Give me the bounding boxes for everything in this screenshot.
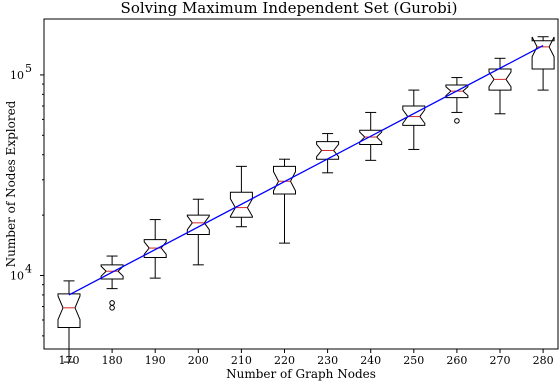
- box-230: [316, 133, 340, 174]
- box-body: [273, 165, 296, 195]
- box-200: [186, 198, 210, 266]
- x-tick-label: 210: [231, 354, 252, 367]
- box-body: [531, 36, 555, 70]
- trend-line-group: [68, 45, 544, 296]
- trend-line: [68, 45, 544, 296]
- box-220: [273, 158, 296, 244]
- box-body: [143, 239, 167, 258]
- box-body: [402, 105, 426, 126]
- x-tick-label: 190: [145, 354, 166, 367]
- outlier-point: [109, 305, 115, 311]
- box-170: [57, 280, 81, 363]
- box-body: [229, 191, 253, 218]
- box-190: [143, 219, 167, 279]
- x-axis-label: Number of Graph Nodes: [226, 367, 376, 381]
- x-tick-label: 230: [317, 354, 338, 367]
- box-body: [57, 293, 81, 329]
- x-tick-label: 260: [446, 354, 467, 367]
- box-250: [402, 89, 426, 150]
- y-tick-label: 10: [10, 269, 24, 282]
- box-body: [100, 264, 124, 280]
- x-tick-label: 280: [533, 354, 554, 367]
- x-tick-label: 200: [188, 354, 209, 367]
- chart-title: Solving Maximum Independent Set (Gurobi): [121, 0, 458, 17]
- box-body: [186, 214, 210, 236]
- box-body: [488, 68, 512, 91]
- x-tick-label: 250: [403, 354, 424, 367]
- box-260: [445, 77, 469, 124]
- x-axis: 170 180 190 200 210 220 230 240 250 260 270 280: [59, 349, 554, 367]
- y-tick-label: 10: [10, 69, 24, 82]
- x-tick-label: 220: [274, 354, 295, 367]
- boxes: [57, 36, 555, 363]
- outlier-point: [109, 300, 115, 306]
- x-tick-label: 240: [360, 354, 381, 367]
- box-180: [100, 255, 124, 311]
- box-210: [229, 165, 253, 228]
- y-tick-exponent: 4: [25, 262, 32, 275]
- box-body: [316, 141, 340, 160]
- plot-area: [43, 18, 559, 350]
- y-axis-label: Number of Nodes Explored: [4, 100, 18, 267]
- box-270: [488, 57, 512, 115]
- outlier-point: [454, 118, 460, 124]
- x-tick-label: 180: [102, 354, 123, 367]
- x-tick-label: 270: [490, 354, 511, 367]
- box-280: [531, 36, 555, 91]
- y-tick-exponent: 5: [25, 62, 32, 75]
